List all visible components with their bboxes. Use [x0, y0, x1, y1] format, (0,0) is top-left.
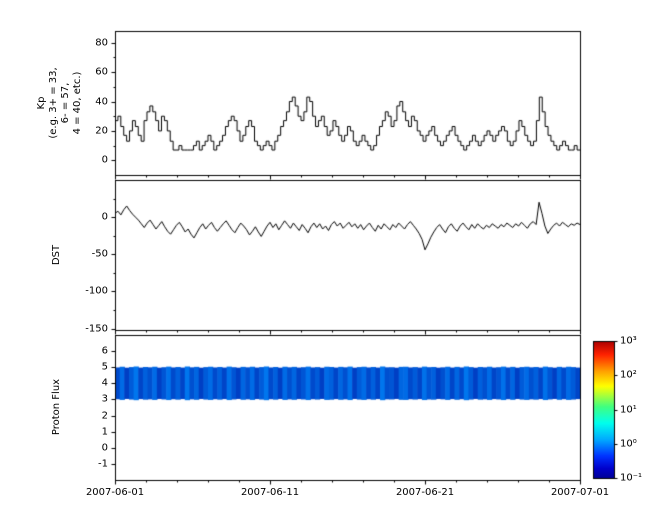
- flux-ytick-label: 5: [101, 361, 108, 373]
- kp-ytick-label: 60: [95, 66, 108, 78]
- kp-axis-title-line: 6- = 57,: [60, 82, 71, 124]
- colorbar-tick-label: 10¹: [620, 404, 637, 416]
- x-tick-label: 2007-06-21: [395, 487, 455, 498]
- flux-ytick-label: -1: [98, 458, 108, 470]
- flux-ytick-label: 0: [101, 442, 108, 454]
- flux-ytick-label: 4: [101, 377, 108, 389]
- kp-ytick-label: 80: [95, 37, 108, 49]
- dst-axis-title: DST: [51, 244, 62, 266]
- colorbar-tick-label: 10²: [620, 369, 637, 381]
- kp-ytick-label: 0: [101, 154, 108, 166]
- kp-axis-title-line: (e.g. 3+ = 33,: [48, 67, 59, 139]
- x-tick-label: 2007-07-01: [550, 487, 610, 498]
- dst-ytick-label: 0: [101, 211, 108, 223]
- dst-ytick-label: -100: [85, 285, 108, 297]
- flux-ytick-label: 3: [101, 393, 108, 405]
- kp-ytick-label: 20: [95, 125, 108, 137]
- dst-ytick-label: -150: [85, 323, 108, 335]
- colorbar-tick-label: 10⁻¹: [620, 472, 643, 484]
- proton-flux-axis-title: Proton Flux: [51, 378, 62, 436]
- flux-ytick-label: 1: [101, 426, 108, 438]
- x-tick-label: 2007-06-01: [85, 487, 145, 498]
- flux-ytick-label: 6: [101, 345, 108, 357]
- colorbar-tick-label: 10³: [620, 335, 637, 347]
- kp-axis-title-line: Kp: [36, 96, 47, 110]
- x-tick-label: 2007-06-11: [240, 487, 300, 498]
- flux-ytick-label: 2: [101, 410, 108, 422]
- kp-axis-title-line: 4 = 40, etc.): [72, 71, 83, 135]
- kp-axis-title: Kp (e.g. 3+ = 33, 6- = 57, 4 = 40, etc.): [36, 67, 84, 138]
- dst-ytick-label: -50: [91, 248, 108, 260]
- colorbar-tick-label: 10⁰: [620, 438, 637, 450]
- kp-ytick-label: 40: [95, 96, 108, 108]
